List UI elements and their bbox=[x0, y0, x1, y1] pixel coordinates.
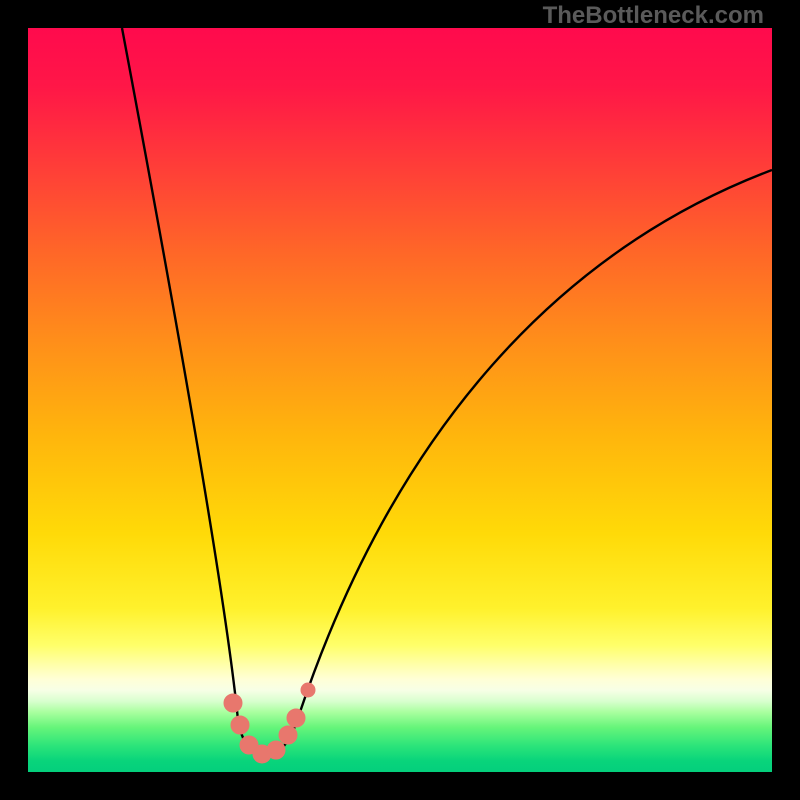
chart-svg bbox=[0, 0, 800, 800]
watermark-text: TheBottleneck.com bbox=[543, 2, 764, 30]
valley-marker bbox=[301, 683, 315, 697]
valley-marker bbox=[287, 709, 305, 727]
chart-frame: TheBottleneck.com bbox=[0, 0, 800, 800]
valley-marker bbox=[267, 741, 285, 759]
background-gradient bbox=[28, 28, 772, 772]
valley-marker bbox=[279, 726, 297, 744]
valley-marker bbox=[224, 694, 242, 712]
valley-marker bbox=[231, 716, 249, 734]
